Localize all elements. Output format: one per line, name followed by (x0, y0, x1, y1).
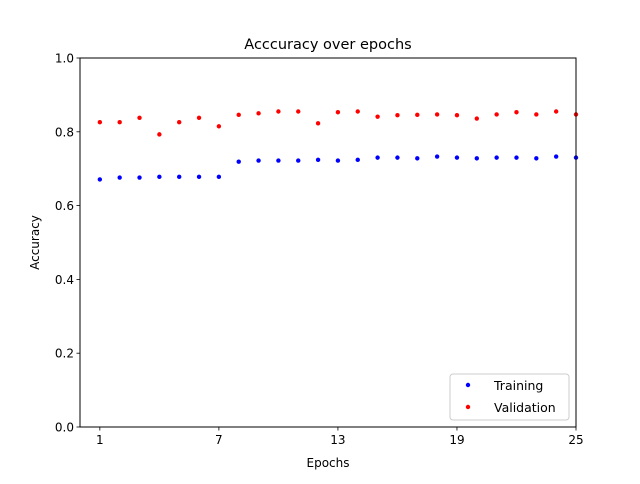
training-point (494, 155, 499, 160)
validation-point (196, 115, 202, 120)
training-point (296, 158, 301, 163)
x-axis-label: Epochs (307, 456, 350, 470)
x-tick-label: 7 (215, 433, 223, 447)
training-point (117, 175, 122, 180)
y-tick-label: 0.0 (55, 421, 74, 435)
validation-point (415, 112, 420, 118)
y-tick-label: 1.0 (55, 52, 74, 66)
validation-point (97, 120, 103, 125)
training-point (534, 156, 539, 161)
validation-point (256, 111, 261, 116)
training-point (315, 157, 321, 163)
y-tick-label: 0.6 (55, 199, 74, 213)
validation-point (375, 114, 380, 119)
legend-label-validation: Validation (494, 400, 556, 415)
validation-point (553, 109, 559, 114)
training-point (454, 155, 460, 160)
training-point (335, 158, 341, 163)
training-point (236, 159, 241, 164)
training-point (177, 174, 182, 180)
validation-point (236, 112, 241, 118)
validation-point (137, 115, 142, 120)
training-point (355, 157, 360, 163)
validation-point (454, 112, 460, 118)
legend-box (449, 373, 570, 421)
chart-title: Acccuracy over epochs (244, 37, 411, 53)
validation-point (296, 109, 301, 114)
training-point (434, 154, 440, 159)
legend-label-training: Training (493, 378, 543, 393)
validation-point (395, 112, 400, 118)
legend: Training Validation (449, 373, 570, 421)
x-tick-label: 1 (96, 433, 104, 447)
training-point (256, 158, 261, 163)
training-point (474, 156, 479, 161)
validation-point (117, 120, 122, 125)
training-point (216, 174, 222, 180)
training-point (395, 155, 400, 160)
validation-point (216, 124, 222, 129)
validation-point (474, 116, 479, 121)
plot-frame (79, 57, 577, 428)
validation-point (315, 121, 321, 126)
training-point (553, 154, 559, 159)
plot-area: 0.0 0.2 0.4 0.6 0.8 1.0 1 7 13 19 25 (55, 52, 584, 448)
validation-point (494, 112, 499, 117)
validation-point (514, 110, 519, 115)
x-tick-label: 13 (330, 433, 345, 447)
y-tick-label: 0.4 (55, 273, 74, 287)
training-point (514, 155, 519, 160)
training-point (196, 174, 202, 180)
legend-marker-validation (465, 404, 471, 410)
training-point (137, 175, 142, 180)
training-point (415, 156, 420, 161)
validation-point (335, 110, 341, 115)
validation-point (434, 112, 440, 117)
validation-point (177, 120, 182, 125)
x-tick-label: 19 (449, 433, 464, 447)
validation-point (157, 132, 162, 137)
legend-marker-training (465, 382, 471, 388)
training-point (375, 155, 380, 160)
x-tick-label: 25 (568, 433, 583, 447)
y-axis-label: Accuracy (28, 215, 42, 270)
validation-point (355, 109, 360, 114)
training-point (276, 158, 281, 163)
validation-point (534, 112, 539, 117)
y-tick-label: 0.8 (55, 125, 74, 139)
validation-point (276, 109, 281, 114)
training-point (97, 177, 103, 182)
y-tick-label: 0.2 (55, 347, 74, 361)
training-point (157, 174, 162, 180)
